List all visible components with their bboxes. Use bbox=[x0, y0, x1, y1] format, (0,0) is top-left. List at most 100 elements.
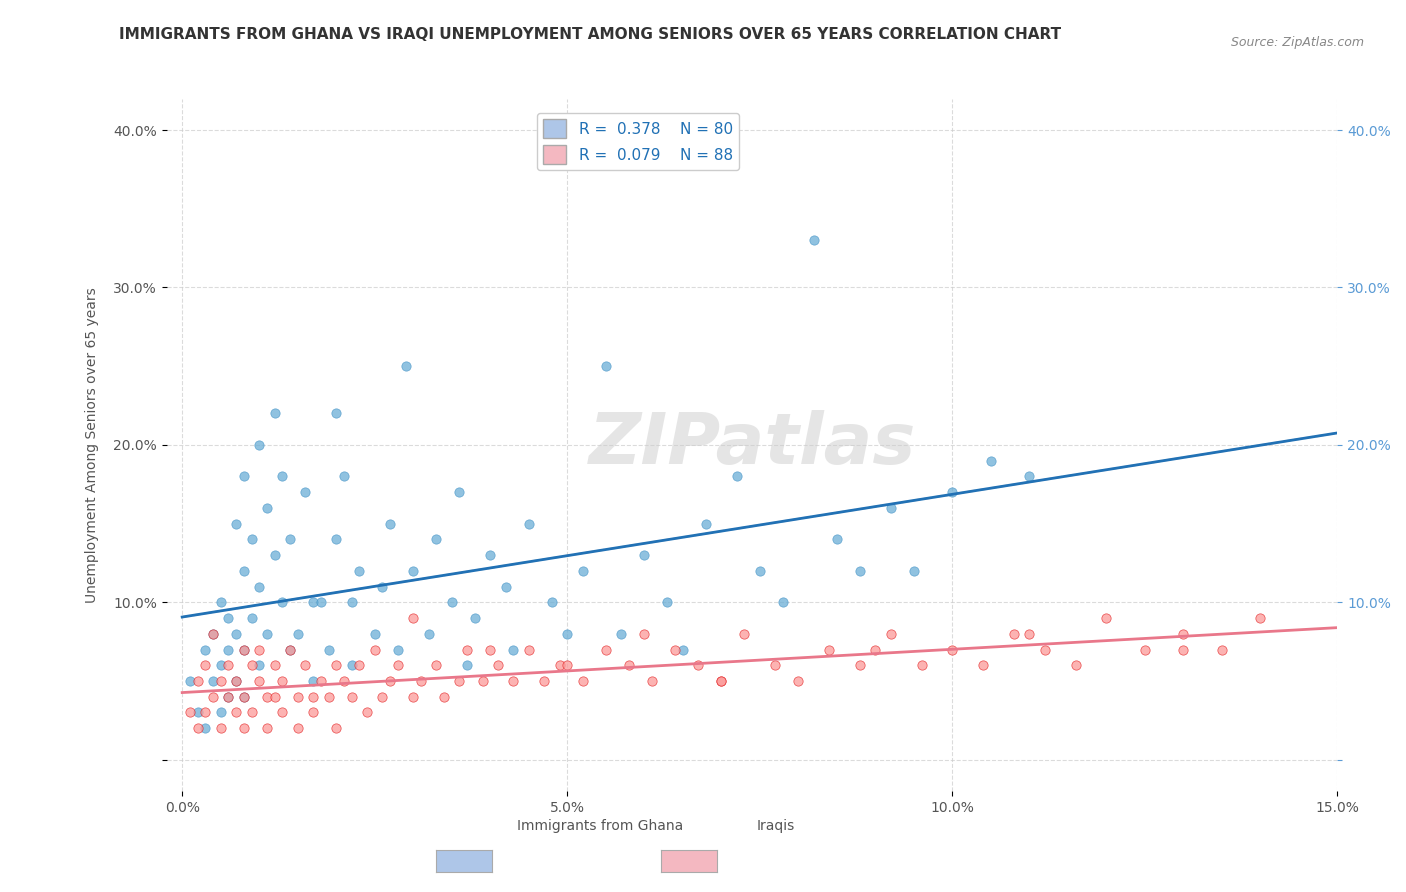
Point bbox=[502, 642, 524, 657]
Point bbox=[456, 658, 478, 673]
Y-axis label: Unemployment Among Seniors over 65 years: Unemployment Among Seniors over 65 years bbox=[86, 287, 100, 603]
Point bbox=[309, 673, 332, 688]
Point bbox=[256, 500, 278, 515]
Point bbox=[394, 359, 416, 373]
Point bbox=[748, 564, 770, 578]
Point bbox=[356, 706, 378, 720]
Point bbox=[271, 469, 294, 483]
Point bbox=[387, 658, 409, 673]
Point bbox=[333, 673, 356, 688]
Point bbox=[256, 626, 278, 640]
Point bbox=[240, 533, 263, 547]
Point bbox=[333, 469, 356, 483]
Point bbox=[247, 658, 270, 673]
Point bbox=[364, 626, 387, 640]
Point bbox=[533, 673, 555, 688]
Point bbox=[302, 690, 325, 704]
Point bbox=[263, 658, 285, 673]
Point bbox=[710, 673, 733, 688]
Point bbox=[240, 706, 263, 720]
Point bbox=[880, 626, 903, 640]
Point bbox=[302, 706, 325, 720]
Point bbox=[179, 706, 201, 720]
Point bbox=[187, 721, 209, 735]
Point bbox=[548, 658, 571, 673]
Point bbox=[849, 658, 872, 673]
Point bbox=[232, 690, 254, 704]
Point bbox=[402, 690, 425, 704]
Point bbox=[179, 673, 201, 688]
Point bbox=[456, 642, 478, 657]
Point bbox=[247, 438, 270, 452]
Point bbox=[1249, 611, 1271, 625]
Point bbox=[201, 626, 224, 640]
Point bbox=[225, 706, 247, 720]
Point bbox=[695, 516, 717, 531]
Point bbox=[247, 580, 270, 594]
Point bbox=[318, 642, 340, 657]
Point bbox=[240, 658, 263, 673]
Point bbox=[449, 485, 471, 500]
Point bbox=[240, 611, 263, 625]
Point bbox=[349, 564, 371, 578]
Point bbox=[1018, 469, 1040, 483]
Point bbox=[225, 673, 247, 688]
Point bbox=[440, 595, 463, 609]
Point bbox=[302, 595, 325, 609]
Point bbox=[325, 533, 347, 547]
Point bbox=[880, 500, 903, 515]
Point bbox=[555, 658, 578, 673]
Point bbox=[232, 564, 254, 578]
Point bbox=[278, 533, 301, 547]
Point bbox=[1033, 642, 1056, 657]
Point bbox=[449, 673, 471, 688]
Point bbox=[318, 690, 340, 704]
Text: Iraqis: Iraqis bbox=[756, 819, 794, 833]
Point bbox=[1173, 626, 1195, 640]
Point bbox=[1002, 626, 1025, 640]
Point bbox=[340, 595, 363, 609]
Point bbox=[187, 706, 209, 720]
Point bbox=[194, 642, 217, 657]
Point bbox=[464, 611, 486, 625]
Point bbox=[688, 658, 710, 673]
Point bbox=[495, 580, 517, 594]
Point bbox=[340, 690, 363, 704]
Point bbox=[486, 658, 509, 673]
Point bbox=[471, 673, 494, 688]
Point bbox=[309, 595, 332, 609]
Point bbox=[541, 595, 564, 609]
Point bbox=[294, 485, 316, 500]
Point bbox=[349, 658, 371, 673]
Point bbox=[865, 642, 887, 657]
Point bbox=[763, 658, 786, 673]
Point bbox=[517, 642, 540, 657]
Point bbox=[1095, 611, 1118, 625]
Point bbox=[825, 533, 848, 547]
Point bbox=[371, 690, 394, 704]
Point bbox=[325, 658, 347, 673]
Text: Immigrants from Ghana: Immigrants from Ghana bbox=[517, 819, 683, 833]
Point bbox=[818, 642, 841, 657]
Point bbox=[733, 626, 755, 640]
Point bbox=[225, 673, 247, 688]
Point bbox=[194, 658, 217, 673]
Point bbox=[187, 673, 209, 688]
Point bbox=[256, 721, 278, 735]
Point bbox=[209, 673, 232, 688]
Point bbox=[672, 642, 695, 657]
Point bbox=[247, 642, 270, 657]
Point bbox=[633, 626, 655, 640]
Point bbox=[1211, 642, 1233, 657]
Point bbox=[232, 721, 254, 735]
Text: ZIPatlas: ZIPatlas bbox=[588, 410, 915, 479]
Point bbox=[201, 673, 224, 688]
Point bbox=[1018, 626, 1040, 640]
Point bbox=[641, 673, 664, 688]
Point bbox=[787, 673, 810, 688]
Point bbox=[194, 721, 217, 735]
Point bbox=[209, 595, 232, 609]
Point bbox=[595, 642, 617, 657]
Point bbox=[302, 673, 325, 688]
Point bbox=[502, 673, 524, 688]
